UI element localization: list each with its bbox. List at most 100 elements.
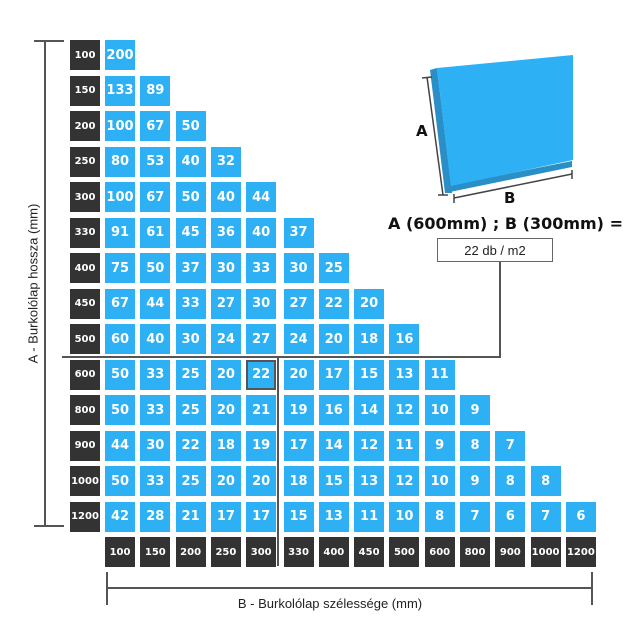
tile-label-b: B xyxy=(504,189,515,205)
result-box: 22 db / m2 xyxy=(437,238,553,262)
column-header: 330 xyxy=(283,537,314,567)
column-header: 1200 xyxy=(565,537,596,567)
value-cell: 20 xyxy=(283,359,314,390)
value-cell: 67 xyxy=(140,182,171,212)
value-cell: 12 xyxy=(354,430,385,461)
value-cell: 15 xyxy=(354,359,385,390)
value-cell: 18 xyxy=(354,324,385,354)
column-header: 800 xyxy=(460,537,490,567)
value-cell: 20 xyxy=(246,466,277,496)
column-header: 150 xyxy=(140,537,171,567)
value-cell: 17 xyxy=(210,501,241,532)
value-cell: 17 xyxy=(283,430,314,461)
row-header: 1000 xyxy=(70,466,100,496)
value-cell: 80 xyxy=(105,146,135,177)
value-cell: 20 xyxy=(210,395,241,425)
value-cell: 20 xyxy=(210,466,241,496)
value-cell: 50 xyxy=(105,395,135,425)
highlighted-cell: 22 xyxy=(246,359,277,390)
row-header: 600 xyxy=(70,359,100,390)
value-cell: 91 xyxy=(105,217,135,248)
tile-label-a: A xyxy=(416,122,428,140)
value-cell: 44 xyxy=(246,182,277,212)
value-cell: 8 xyxy=(424,501,455,532)
value-cell: 9 xyxy=(460,395,490,425)
value-cell: 11 xyxy=(424,359,455,390)
axis-b-bracket-right xyxy=(591,572,593,605)
row-header: 500 xyxy=(70,324,100,354)
value-cell: 44 xyxy=(105,430,135,461)
row-header: 900 xyxy=(70,430,100,461)
value-cell: 17 xyxy=(246,501,277,532)
value-cell: 30 xyxy=(175,324,206,354)
value-cell: 11 xyxy=(389,430,420,461)
value-cell: 22 xyxy=(175,430,206,461)
value-cell: 30 xyxy=(210,253,241,283)
value-cell: 24 xyxy=(283,324,314,354)
value-cell: 75 xyxy=(105,253,135,283)
value-cell: 67 xyxy=(105,288,135,319)
column-header: 300 xyxy=(246,537,277,567)
value-cell: 6 xyxy=(495,501,526,532)
axis-a-bracket xyxy=(44,40,46,527)
tile-face xyxy=(437,55,573,186)
value-cell: 14 xyxy=(318,430,349,461)
column-header: 250 xyxy=(210,537,241,567)
highlight-col-line xyxy=(277,356,279,566)
value-cell: 7 xyxy=(495,430,526,461)
value-cell: 16 xyxy=(389,324,420,354)
value-cell: 18 xyxy=(283,466,314,496)
value-cell: 100 xyxy=(105,111,135,141)
value-cell: 50 xyxy=(175,182,206,212)
value-cell: 50 xyxy=(105,466,135,496)
row-header: 250 xyxy=(70,146,100,177)
value-cell: 40 xyxy=(140,324,171,354)
value-cell: 20 xyxy=(354,288,385,319)
value-cell: 30 xyxy=(283,253,314,283)
value-cell: 17 xyxy=(318,359,349,390)
value-cell: 25 xyxy=(175,359,206,390)
value-cell: 33 xyxy=(140,359,171,390)
value-cell: 25 xyxy=(175,395,206,425)
formula-text: A (600mm) ; B (300mm) = xyxy=(388,214,623,233)
value-cell: 30 xyxy=(140,430,171,461)
row-header: 100 xyxy=(70,40,100,70)
value-cell: 27 xyxy=(246,324,277,354)
value-cell: 18 xyxy=(210,430,241,461)
value-cell: 61 xyxy=(140,217,171,248)
tile-bottom xyxy=(445,161,572,193)
row-header: 150 xyxy=(70,75,100,106)
value-cell: 10 xyxy=(424,395,455,425)
value-cell: 13 xyxy=(318,501,349,532)
value-cell: 21 xyxy=(246,395,277,425)
value-cell: 30 xyxy=(246,288,277,319)
axis-a-label: A - Burkolólap hossza (mm) xyxy=(25,203,41,364)
value-cell: 36 xyxy=(210,217,241,248)
value-cell: 33 xyxy=(246,253,277,283)
value-cell: 21 xyxy=(175,501,206,532)
column-header: 400 xyxy=(318,537,349,567)
value-cell: 37 xyxy=(175,253,206,283)
axis-b-bracket xyxy=(106,587,593,589)
value-cell: 50 xyxy=(140,253,171,283)
value-cell: 24 xyxy=(210,324,241,354)
value-cell: 20 xyxy=(318,324,349,354)
value-cell: 8 xyxy=(495,466,526,496)
tile-illustration: A B xyxy=(416,55,573,205)
value-cell: 40 xyxy=(246,217,277,248)
value-cell: 7 xyxy=(530,501,561,532)
column-header: 500 xyxy=(389,537,420,567)
value-cell: 60 xyxy=(105,324,135,354)
value-cell: 12 xyxy=(389,466,420,496)
value-cell: 33 xyxy=(140,395,171,425)
value-cell: 6 xyxy=(565,501,596,532)
axis-b-label: B - Burkolólap szélessége (mm) xyxy=(237,596,423,611)
column-header: 200 xyxy=(175,537,206,567)
value-cell: 25 xyxy=(318,253,349,283)
value-cell: 14 xyxy=(354,395,385,425)
row-header: 330 xyxy=(70,217,100,248)
value-cell: 10 xyxy=(424,466,455,496)
value-cell: 133 xyxy=(105,75,135,106)
value-cell: 100 xyxy=(105,182,135,212)
value-cell: 16 xyxy=(318,395,349,425)
